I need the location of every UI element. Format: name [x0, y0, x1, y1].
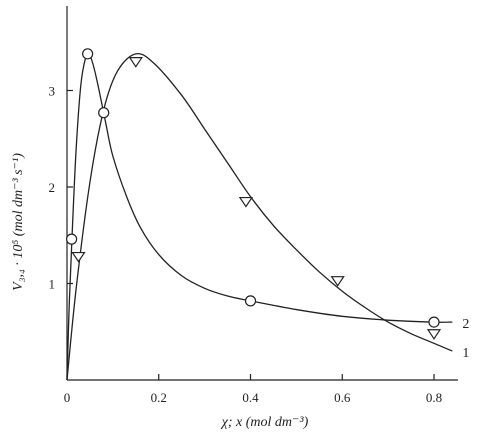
y-tick-label: 1	[49, 277, 56, 292]
x-tick-label: 0	[64, 390, 71, 405]
x-tick-label: 0.2	[151, 390, 167, 405]
series-2-point	[428, 316, 440, 328]
y-tick-label: 2	[49, 180, 56, 195]
plot-curves	[66, 52, 453, 381]
curve-label-2: 2	[462, 317, 469, 332]
x-tick-label: 0.8	[426, 390, 442, 405]
series-1-point	[238, 196, 254, 208]
x-axis: 0 0.2 0.4 0.6 0.8	[64, 374, 458, 405]
y-axis: 1 2 3	[49, 6, 73, 380]
series-1-line	[66, 52, 453, 381]
curve-labels: 12	[462, 317, 469, 361]
curve-label-1: 1	[462, 346, 469, 361]
plot-markers	[65, 48, 442, 340]
series-2-point	[98, 107, 110, 119]
series-1-point	[128, 57, 143, 68]
x-ticks: 0 0.2 0.4 0.6 0.8	[64, 374, 442, 405]
x-tick-label: 0.6	[334, 390, 351, 405]
x-tick-label: 0.4	[242, 390, 259, 405]
series-2-point	[65, 233, 78, 245]
y-tick-label: 3	[49, 84, 56, 99]
series-1-point	[426, 329, 442, 340]
series-1-point	[330, 276, 345, 287]
y-axis-title: V₃,₄ · 10⁵ (mol dm⁻³ s⁻¹)	[11, 153, 26, 291]
series-1-point	[71, 251, 86, 263]
series-2-line	[66, 52, 453, 381]
series-2-point	[82, 48, 94, 60]
x-axis-title: χ; x (mol dm⁻³)	[220, 415, 309, 430]
y-ticks: 1 2 3	[49, 84, 73, 292]
series-2-point	[244, 295, 257, 307]
